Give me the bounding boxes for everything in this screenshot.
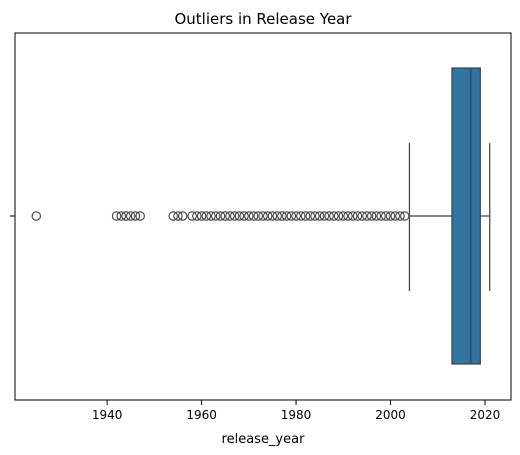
outlier-point [296,211,306,221]
outlier-point [319,211,330,221]
outlier-point [310,211,320,221]
outlier-point [286,211,297,221]
outlier-point [121,211,131,221]
outlier-point [399,211,410,221]
outlier-point [357,211,367,221]
outlier-point [192,211,202,221]
outlier-point [173,211,183,221]
x-tick-label: 1960 [186,408,217,422]
outlier-point [229,211,240,221]
outlier-point [329,211,339,221]
outlier-point [333,211,344,221]
outlier-point [177,211,188,221]
outlier-point [281,211,292,221]
outlier-point [390,211,401,221]
outlier-point [371,211,382,221]
outlier-point [395,211,405,221]
outlier-point [376,211,386,221]
x-axis: 1940 1960 1980 2000 2020 [92,400,500,422]
outlier-point [348,211,358,221]
outlier-point [324,211,334,221]
outlier-point [196,211,207,221]
x-tick-label: 1980 [281,408,312,422]
outlier-point [300,211,311,221]
outlier-point [362,211,372,221]
chart-title: Outliers in Release Year [174,10,352,28]
outlier-point [258,211,268,221]
x-axis-label: release_year [222,432,306,447]
outlier-point [352,211,363,221]
outlier-point [215,211,226,221]
outlier-point [366,211,377,221]
outlier-point [267,211,278,221]
outlier-point [385,211,396,221]
outlier-point [248,211,259,221]
outlier-point [125,211,136,221]
outlier-point [116,211,127,221]
iqr-box [451,67,481,365]
outlier-point [239,211,249,221]
outlier-point [262,211,273,221]
outlier-point [253,211,264,221]
outlier-point [111,211,122,221]
outlier-point [187,211,197,221]
outlier-point [343,211,353,221]
x-tick-label: 1940 [92,408,123,422]
outlier-point [381,211,391,221]
outlier-point [225,211,235,221]
x-tick-label: 2000 [375,408,406,422]
x-tick-label: 2020 [470,408,501,422]
outlier-point [135,211,145,221]
outlier-point [244,211,254,221]
outlier-point [277,211,287,221]
outlier-point [211,211,221,221]
outlier-point [291,211,301,221]
outlier-points [31,211,410,221]
outlier-point [130,211,141,221]
outlier-point [220,211,230,221]
outlier-point [338,211,349,221]
outlier-point [272,211,282,221]
outlier-point [201,211,212,221]
outlier-point [305,211,315,221]
outlier-point [314,211,325,221]
outlier-point [234,211,245,221]
outlier-point [31,211,42,221]
outlier-point [206,211,216,221]
outlier-point [168,211,178,221]
box-plot [408,67,491,365]
